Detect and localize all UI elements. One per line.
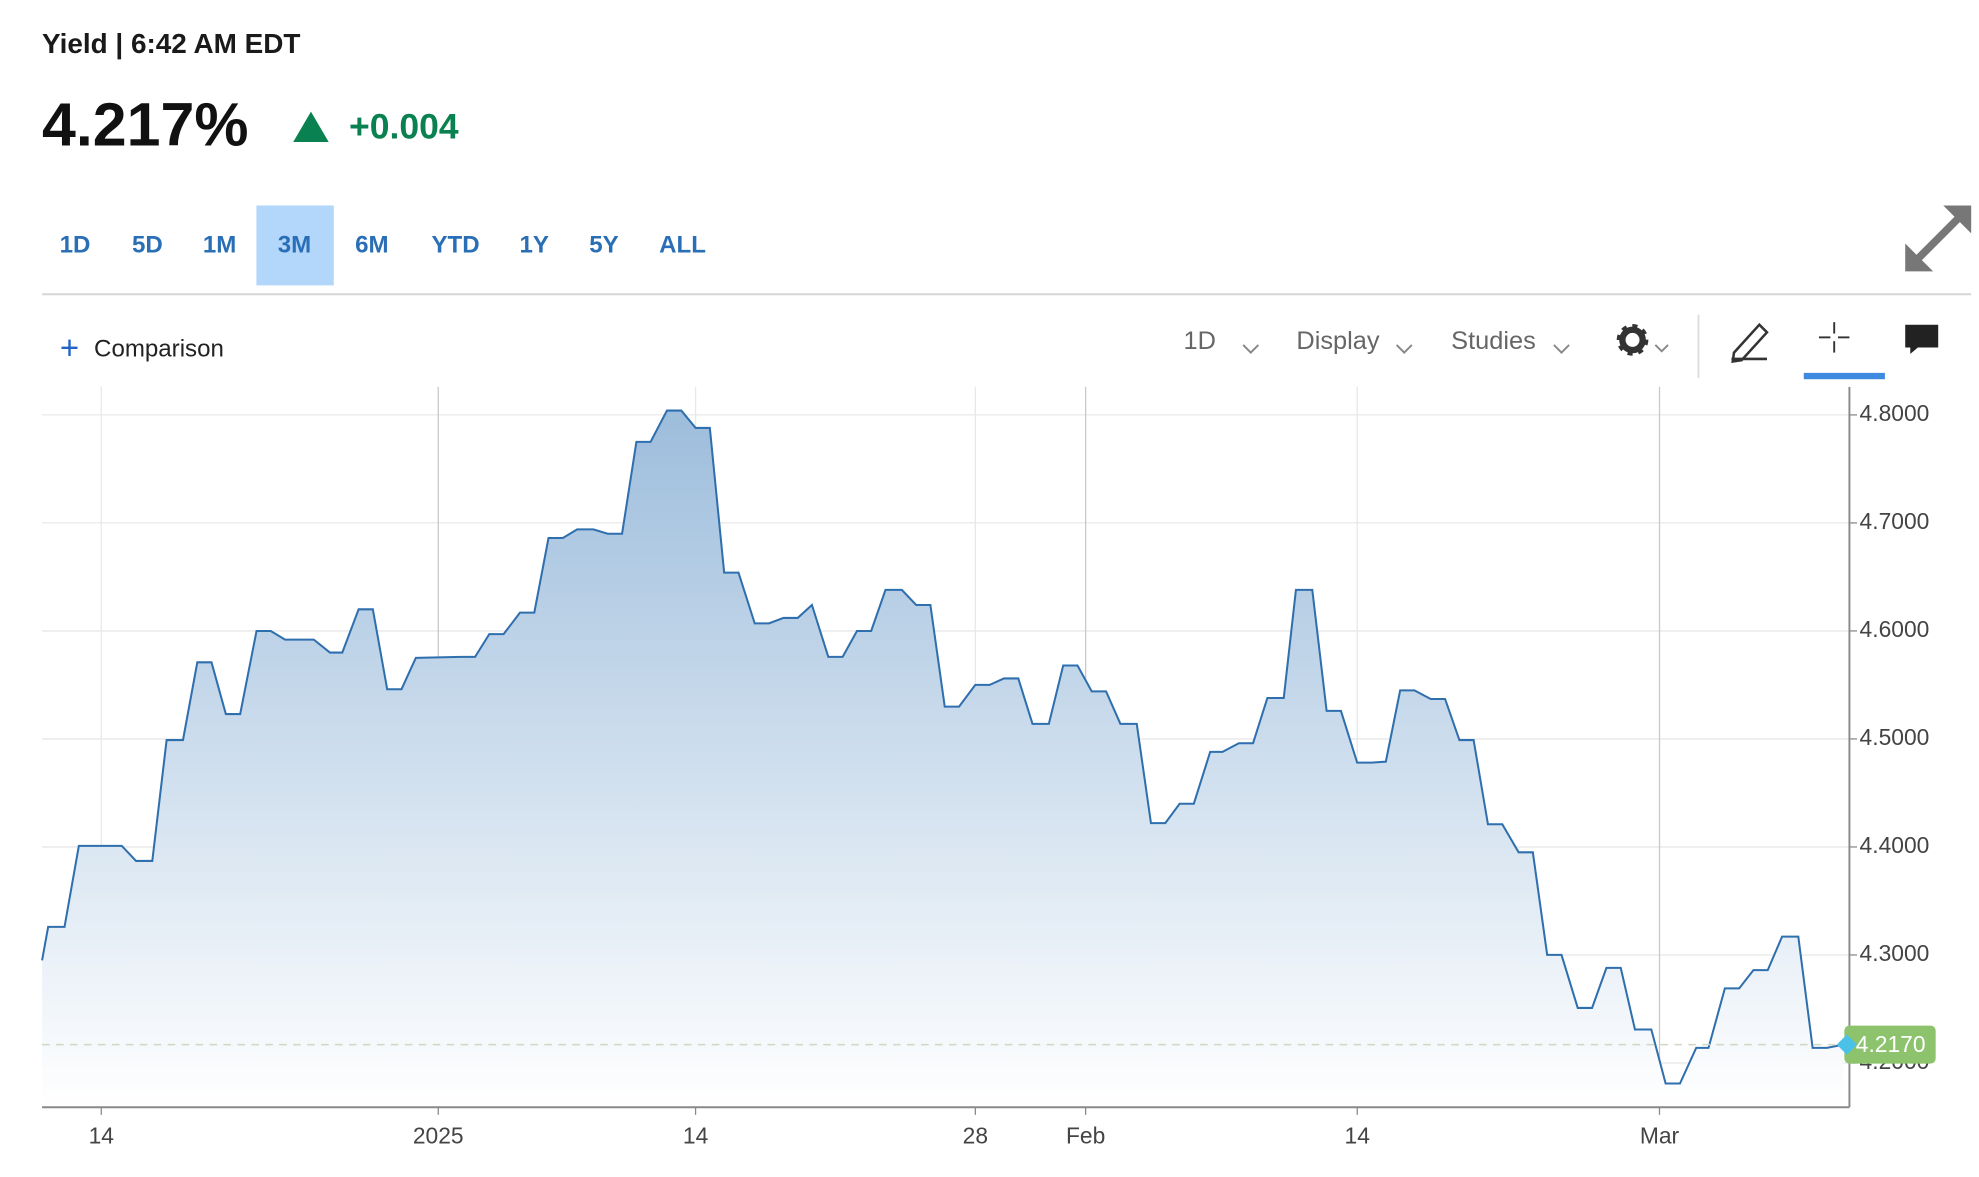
x-tick-label: 14 [89, 1123, 115, 1149]
range-button[interactable]: 3M [278, 231, 311, 258]
y-tick-label: 4.5000 [1860, 724, 1930, 750]
comment-icon[interactable] [1905, 324, 1939, 354]
y-tick-label: 4.8000 [1860, 400, 1930, 426]
chevron [1242, 344, 1260, 354]
range-selector: 1D 5D 1M 3M 6M YTD 1Y 5Y ALL [60, 205, 706, 286]
range-active-bg [256, 205, 334, 286]
quote-title: Yield | 6:42 AM EDT [42, 28, 300, 59]
plus-icon[interactable]: + [60, 329, 79, 366]
last-value-label: 4.2170 [1856, 1031, 1926, 1057]
x-tick-label: Mar [1640, 1123, 1680, 1149]
quote-price: 4.217% [42, 90, 248, 158]
chevron [1395, 344, 1413, 354]
expand-icon[interactable] [1905, 205, 1972, 272]
yield-line [41, 409, 1844, 1085]
x-tick-label: Feb [1066, 1123, 1105, 1149]
x-tick-label: 28 [963, 1123, 988, 1149]
up-arrow [293, 111, 329, 143]
chevron [1553, 344, 1570, 354]
range-button[interactable]: 6M [355, 231, 388, 258]
x-tick-label: 14 [1345, 1123, 1371, 1149]
studies-dropdown[interactable]: Studies [1451, 327, 1536, 355]
y-tick-label: 4.4000 [1860, 832, 1930, 858]
draw-icon[interactable] [1731, 322, 1769, 363]
range-button[interactable]: 5Y [589, 231, 618, 258]
area-fill [42, 410, 1844, 1108]
active-tool-indicator [1803, 372, 1885, 380]
y-tick-label: 4.6000 [1860, 616, 1930, 642]
range-button[interactable]: 1M [203, 231, 236, 258]
crosshair-icon[interactable] [1818, 322, 1850, 353]
interval-dropdown[interactable]: 1D [1184, 327, 1216, 355]
y-tick-label: 4.3000 [1860, 940, 1930, 966]
x-tick-label: 2025 [413, 1123, 464, 1149]
range-button[interactable]: 5D [132, 231, 163, 258]
y-tick-label: 4.7000 [1860, 508, 1930, 534]
range-button[interactable]: ALL [659, 231, 706, 258]
quote-change: +0.004 [349, 107, 459, 147]
x-tick-label: 14 [683, 1123, 709, 1149]
last-value-badge [1844, 1025, 1936, 1064]
range-button[interactable]: YTD [431, 231, 479, 258]
range-button[interactable]: 1Y [519, 231, 548, 258]
display-dropdown[interactable]: Display [1296, 327, 1379, 355]
settings-icon[interactable] [1616, 324, 1669, 356]
range-button[interactable]: 1D [60, 231, 91, 258]
comparison-button[interactable]: Comparison [94, 335, 224, 362]
plot-area: 1420251428Feb14Mar4.20004.30004.40004.50… [41, 386, 1936, 1149]
